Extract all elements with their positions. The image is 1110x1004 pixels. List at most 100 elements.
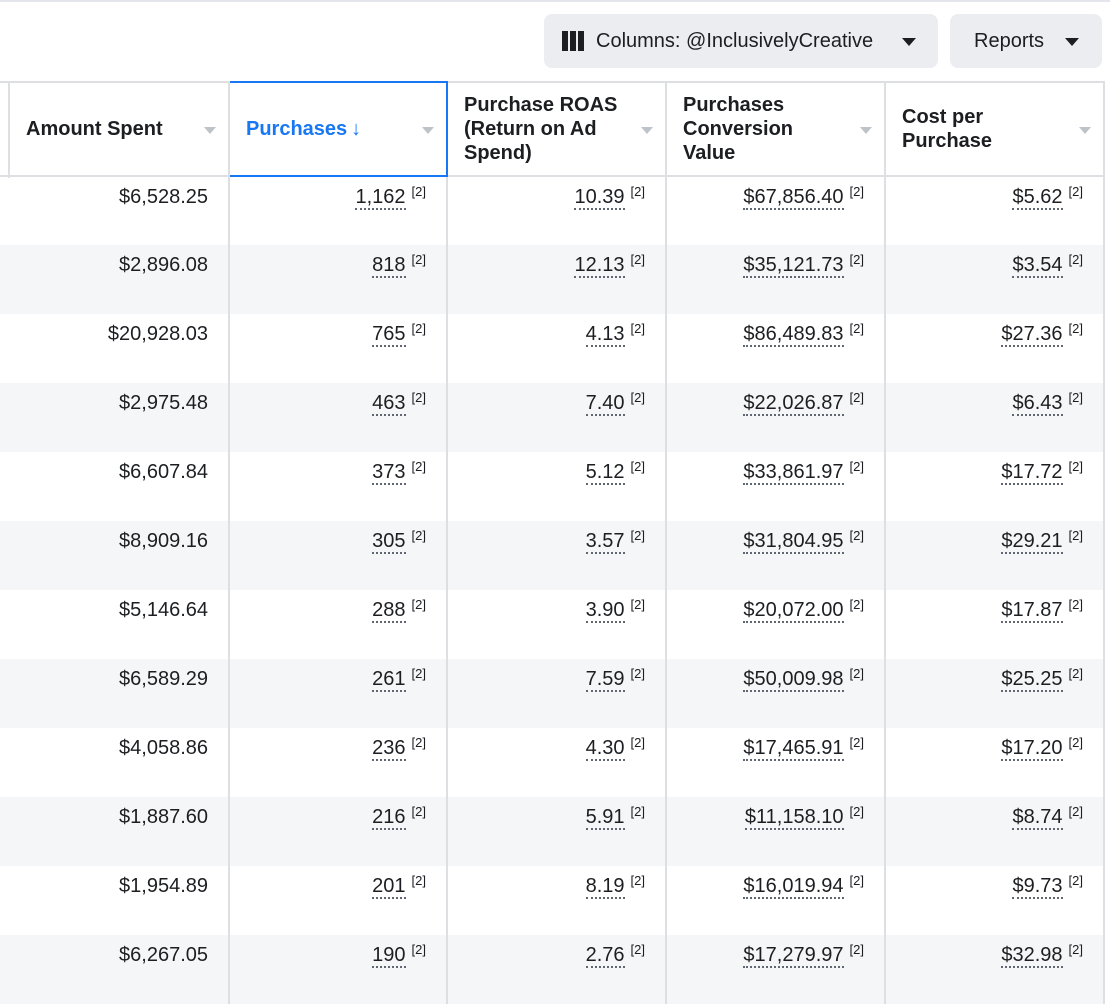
footnote-reference[interactable]: [2] <box>630 942 645 957</box>
metric-value-link[interactable]: $33,861.97 <box>743 461 844 485</box>
footnote-reference[interactable]: [2] <box>849 735 864 750</box>
footnote-reference[interactable]: [2] <box>1068 390 1083 405</box>
sort-caret-icon[interactable] <box>1079 127 1091 134</box>
footnote-reference[interactable]: [2] <box>849 666 864 681</box>
footnote-reference[interactable]: [2] <box>1068 459 1083 474</box>
metric-value-link[interactable]: $16,019.94 <box>743 875 844 899</box>
metric-value-link[interactable]: $17.72 <box>1001 461 1063 485</box>
footnote-reference[interactable]: [2] <box>630 321 645 336</box>
metric-value-link[interactable]: $20,072.00 <box>743 599 844 623</box>
footnote-reference[interactable]: [2] <box>630 735 645 750</box>
footnote-reference[interactable]: [2] <box>411 184 426 199</box>
footnote-reference[interactable]: [2] <box>411 873 426 888</box>
footnote-reference[interactable]: [2] <box>630 390 645 405</box>
metric-value-link[interactable]: 8.19 <box>585 875 625 899</box>
footnote-reference[interactable]: [2] <box>849 184 864 199</box>
metric-value-link[interactable]: 10.39 <box>574 186 625 210</box>
footnote-reference[interactable]: [2] <box>849 597 864 612</box>
footnote-reference[interactable]: [2] <box>630 666 645 681</box>
footnote-reference[interactable]: [2] <box>1068 666 1083 681</box>
metric-value-link[interactable]: 236 <box>372 737 406 761</box>
metric-value-link[interactable]: 7.59 <box>585 668 625 692</box>
footnote-reference[interactable]: [2] <box>1068 804 1083 819</box>
sort-caret-icon[interactable] <box>860 127 872 134</box>
footnote-reference[interactable]: [2] <box>411 735 426 750</box>
metric-value-link[interactable]: $5.62 <box>1012 186 1063 210</box>
metric-value-link[interactable]: 5.12 <box>585 461 625 485</box>
metric-value-link[interactable]: $9.73 <box>1012 875 1063 899</box>
metric-value-link[interactable]: $3.54 <box>1012 254 1063 278</box>
footnote-reference[interactable]: [2] <box>630 528 645 543</box>
column-header-purchases-conversion-value[interactable]: Purchases Conversion Value <box>666 81 886 177</box>
metric-value-link[interactable]: 216 <box>372 806 406 830</box>
footnote-reference[interactable]: [2] <box>849 942 864 957</box>
footnote-reference[interactable]: [2] <box>1068 873 1083 888</box>
footnote-reference[interactable]: [2] <box>1068 528 1083 543</box>
metric-value-link[interactable]: $32.98 <box>1001 944 1063 968</box>
metric-value-link[interactable]: $8.74 <box>1012 806 1063 830</box>
footnote-reference[interactable]: [2] <box>411 252 426 267</box>
metric-value-link[interactable]: 765 <box>372 323 406 347</box>
metric-value-link[interactable]: 4.30 <box>585 737 625 761</box>
metric-value-link[interactable]: 463 <box>372 392 406 416</box>
footnote-reference[interactable]: [2] <box>1068 735 1083 750</box>
footnote-reference[interactable]: [2] <box>411 597 426 612</box>
metric-value-link[interactable]: $50,009.98 <box>743 668 844 692</box>
footnote-reference[interactable]: [2] <box>1068 597 1083 612</box>
metric-value-link[interactable]: 373 <box>372 461 406 485</box>
footnote-reference[interactable]: [2] <box>630 597 645 612</box>
reports-button[interactable]: Reports <box>950 14 1102 68</box>
metric-value-link[interactable]: 12.13 <box>574 254 625 278</box>
metric-value-link[interactable]: $17,465.91 <box>743 737 844 761</box>
footnote-reference[interactable]: [2] <box>630 184 645 199</box>
footnote-reference[interactable]: [2] <box>630 252 645 267</box>
footnote-reference[interactable]: [2] <box>630 873 645 888</box>
footnote-reference[interactable]: [2] <box>849 390 864 405</box>
metric-value-link[interactable]: $17.20 <box>1001 737 1063 761</box>
footnote-reference[interactable]: [2] <box>411 390 426 405</box>
metric-value-link[interactable]: $17.87 <box>1001 599 1063 623</box>
metric-value-link[interactable]: 1,162 <box>355 186 406 210</box>
footnote-reference[interactable]: [2] <box>849 252 864 267</box>
footnote-reference[interactable]: [2] <box>411 942 426 957</box>
metric-value-link[interactable]: $22,026.87 <box>743 392 844 416</box>
metric-value-link[interactable]: $67,856.40 <box>743 186 844 210</box>
metric-value-link[interactable]: $31,804.95 <box>743 530 844 554</box>
footnote-reference[interactable]: [2] <box>411 804 426 819</box>
metric-value-link[interactable]: 190 <box>372 944 406 968</box>
footnote-reference[interactable]: [2] <box>1068 321 1083 336</box>
column-header-purchases[interactable]: Purchases ↓ <box>228 81 448 177</box>
metric-value-link[interactable]: $35,121.73 <box>743 254 844 278</box>
metric-value-link[interactable]: 4.13 <box>585 323 625 347</box>
footnote-reference[interactable]: [2] <box>411 321 426 336</box>
metric-value-link[interactable]: 5.91 <box>585 806 625 830</box>
columns-button[interactable]: Columns: @InclusivelyCreative <box>544 14 938 68</box>
footnote-reference[interactable]: [2] <box>1068 252 1083 267</box>
footnote-reference[interactable]: [2] <box>849 459 864 474</box>
footnote-reference[interactable]: [2] <box>630 804 645 819</box>
footnote-reference[interactable]: [2] <box>1068 184 1083 199</box>
footnote-reference[interactable]: [2] <box>630 459 645 474</box>
metric-value-link[interactable]: $6.43 <box>1012 392 1063 416</box>
metric-value-link[interactable]: 2.76 <box>585 944 625 968</box>
metric-value-link[interactable]: $27.36 <box>1001 323 1063 347</box>
metric-value-link[interactable]: $17,279.97 <box>743 944 844 968</box>
column-header-purchase-roas[interactable]: Purchase ROAS (Return on Ad Spend) <box>447 81 667 177</box>
footnote-reference[interactable]: [2] <box>849 804 864 819</box>
metric-value-link[interactable]: 3.57 <box>585 530 625 554</box>
metric-value-link[interactable]: $86,489.83 <box>743 323 844 347</box>
metric-value-link[interactable]: 305 <box>372 530 406 554</box>
metric-value-link[interactable]: 201 <box>372 875 406 899</box>
column-header-cost-per-purchase[interactable]: Cost per Purchase <box>885 81 1105 177</box>
metric-value-link[interactable]: $11,158.10 <box>744 806 844 830</box>
sort-caret-icon[interactable] <box>422 127 434 134</box>
footnote-reference[interactable]: [2] <box>411 666 426 681</box>
metric-value-link[interactable]: 261 <box>372 668 406 692</box>
footnote-reference[interactable]: [2] <box>849 321 864 336</box>
column-header-amount-spent[interactable]: Amount Spent <box>0 81 230 177</box>
sort-caret-icon[interactable] <box>204 127 216 134</box>
metric-value-link[interactable]: $25.25 <box>1001 668 1063 692</box>
footnote-reference[interactable]: [2] <box>849 528 864 543</box>
metric-value-link[interactable]: 818 <box>372 254 406 278</box>
footnote-reference[interactable]: [2] <box>849 873 864 888</box>
